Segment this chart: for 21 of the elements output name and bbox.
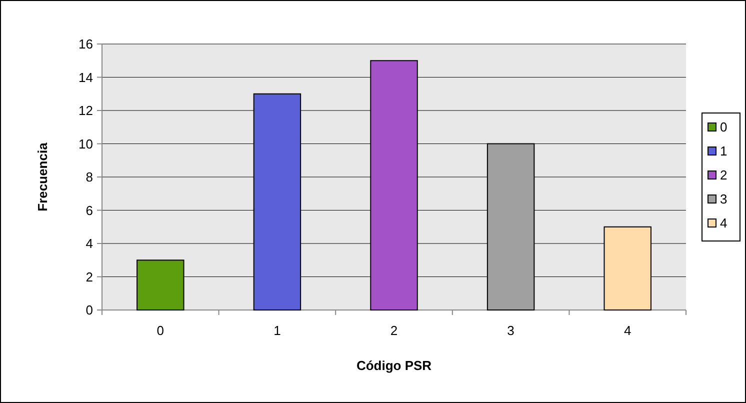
y-tick-label: 14 <box>78 70 93 85</box>
y-tick-label: 2 <box>86 269 93 284</box>
x-tick-label: 2 <box>390 323 398 338</box>
y-tick-label: 16 <box>78 36 93 52</box>
x-axis-title: Código PSR <box>356 358 432 373</box>
legend-label: 2 <box>720 168 728 183</box>
legend-label: 1 <box>720 144 728 159</box>
x-tick-label: 1 <box>274 323 281 338</box>
legend-label: 0 <box>720 120 728 135</box>
y-tick-label: 0 <box>86 302 93 318</box>
y-tick-label: 4 <box>86 236 93 252</box>
y-axis-title: Frecuencia <box>35 142 50 212</box>
legend-label: 4 <box>720 216 728 231</box>
x-tick-label: 3 <box>507 323 514 338</box>
y-tick-label: 12 <box>78 103 93 118</box>
x-tick-label: 0 <box>156 323 164 338</box>
x-tick-label: 4 <box>624 323 632 338</box>
y-tick-label: 6 <box>86 202 93 218</box>
y-tick-label: 8 <box>86 170 93 185</box>
y-tick-label: 10 <box>78 136 93 152</box>
legend-label: 3 <box>720 192 728 207</box>
